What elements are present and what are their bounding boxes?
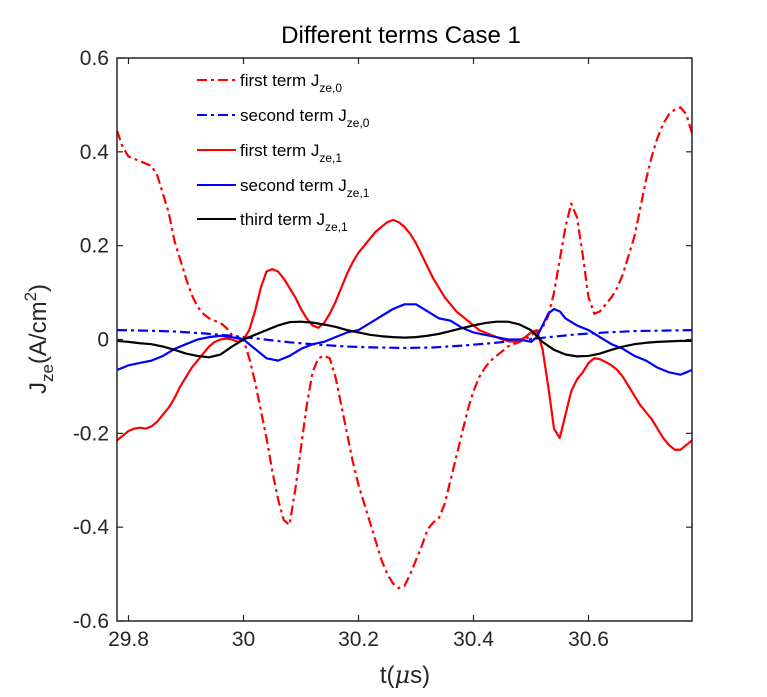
x-axis-label-main: t( <box>380 662 395 689</box>
y-tick-label: -0.2 <box>73 422 109 445</box>
legend-item: second term Jze,1 <box>197 176 370 200</box>
y-axis-label-sub: ze <box>38 364 57 382</box>
y-tick-label: 0.4 <box>80 141 110 164</box>
legend-label: first term Jze,1 <box>240 141 342 165</box>
x-tick-label: 30.2 <box>338 628 379 651</box>
plot-frame <box>116 57 693 622</box>
legend-label-sub: ze,1 <box>319 151 342 165</box>
legend-label-sub: ze,1 <box>347 186 370 200</box>
legend-label-main: second term J <box>240 176 347 195</box>
legend-label-main: second term J <box>240 106 347 125</box>
series-line-2 <box>116 329 693 350</box>
legend-label: third term Jze,1 <box>240 210 348 234</box>
y-tick-label: 0 <box>97 329 109 352</box>
ticks-layer <box>117 57 692 622</box>
legend-label: second term Jze,0 <box>240 106 370 130</box>
y-axis-label-sup: 2 <box>21 292 40 301</box>
y-axis-label-end: ) <box>25 284 52 292</box>
y-tick-label: -0.6 <box>73 610 109 633</box>
plot-area <box>115 57 694 622</box>
series-line-1 <box>115 106 694 590</box>
y-axis-label: Jze(A/cm2) <box>21 284 57 394</box>
y-tick-label: -0.4 <box>73 516 110 539</box>
y-axis-label-mid: (A/cm <box>25 301 52 364</box>
legend-label-sub: ze,1 <box>325 220 348 234</box>
legend-label-main: third term J <box>240 210 325 229</box>
x-axis-label-greek: μ <box>395 661 411 689</box>
plot-background <box>117 58 692 621</box>
legend-item: first term Jze,1 <box>197 141 342 165</box>
series-line-3 <box>116 218 693 451</box>
chart-title: Different terms Case 1 <box>281 22 521 49</box>
y-tick-labels: -0.6 -0.4 -0.2 0 0.2 0.4 0.6 <box>73 47 110 633</box>
series-line-5 <box>116 320 692 359</box>
y-tick-label: 0.2 <box>80 235 109 258</box>
legend-label-sub: ze,0 <box>347 116 370 130</box>
y-tick-label: 0.6 <box>80 47 109 70</box>
x-tick-label: 29.8 <box>108 628 149 651</box>
x-tick-label: 30 <box>232 628 255 651</box>
series-line-4 <box>116 303 693 376</box>
x-tick-label: 30.6 <box>568 628 609 651</box>
x-tick-labels: 29.8 30 30.2 30.4 30.6 <box>108 628 609 651</box>
legend-label: first term Jze,0 <box>240 71 342 95</box>
x-axis-label-tail: s) <box>410 662 430 689</box>
legend-item: first term Jze,0 <box>197 71 342 95</box>
legend-label-sub: ze,0 <box>319 81 342 95</box>
series-layer <box>115 106 694 590</box>
legend-item: third term Jze,1 <box>197 210 348 234</box>
legend-item: second term Jze,0 <box>197 106 370 130</box>
legend-label: second term Jze,1 <box>240 176 370 200</box>
x-tick-label: 30.4 <box>453 628 494 651</box>
x-axis-label: t(μs) <box>380 661 430 689</box>
legend-label-main: first term J <box>240 71 319 90</box>
y-axis-label-base: J <box>25 382 52 394</box>
legend: first term Jze,0 second term Jze,0 first… <box>197 71 370 234</box>
legend-label-main: first term J <box>240 141 319 160</box>
